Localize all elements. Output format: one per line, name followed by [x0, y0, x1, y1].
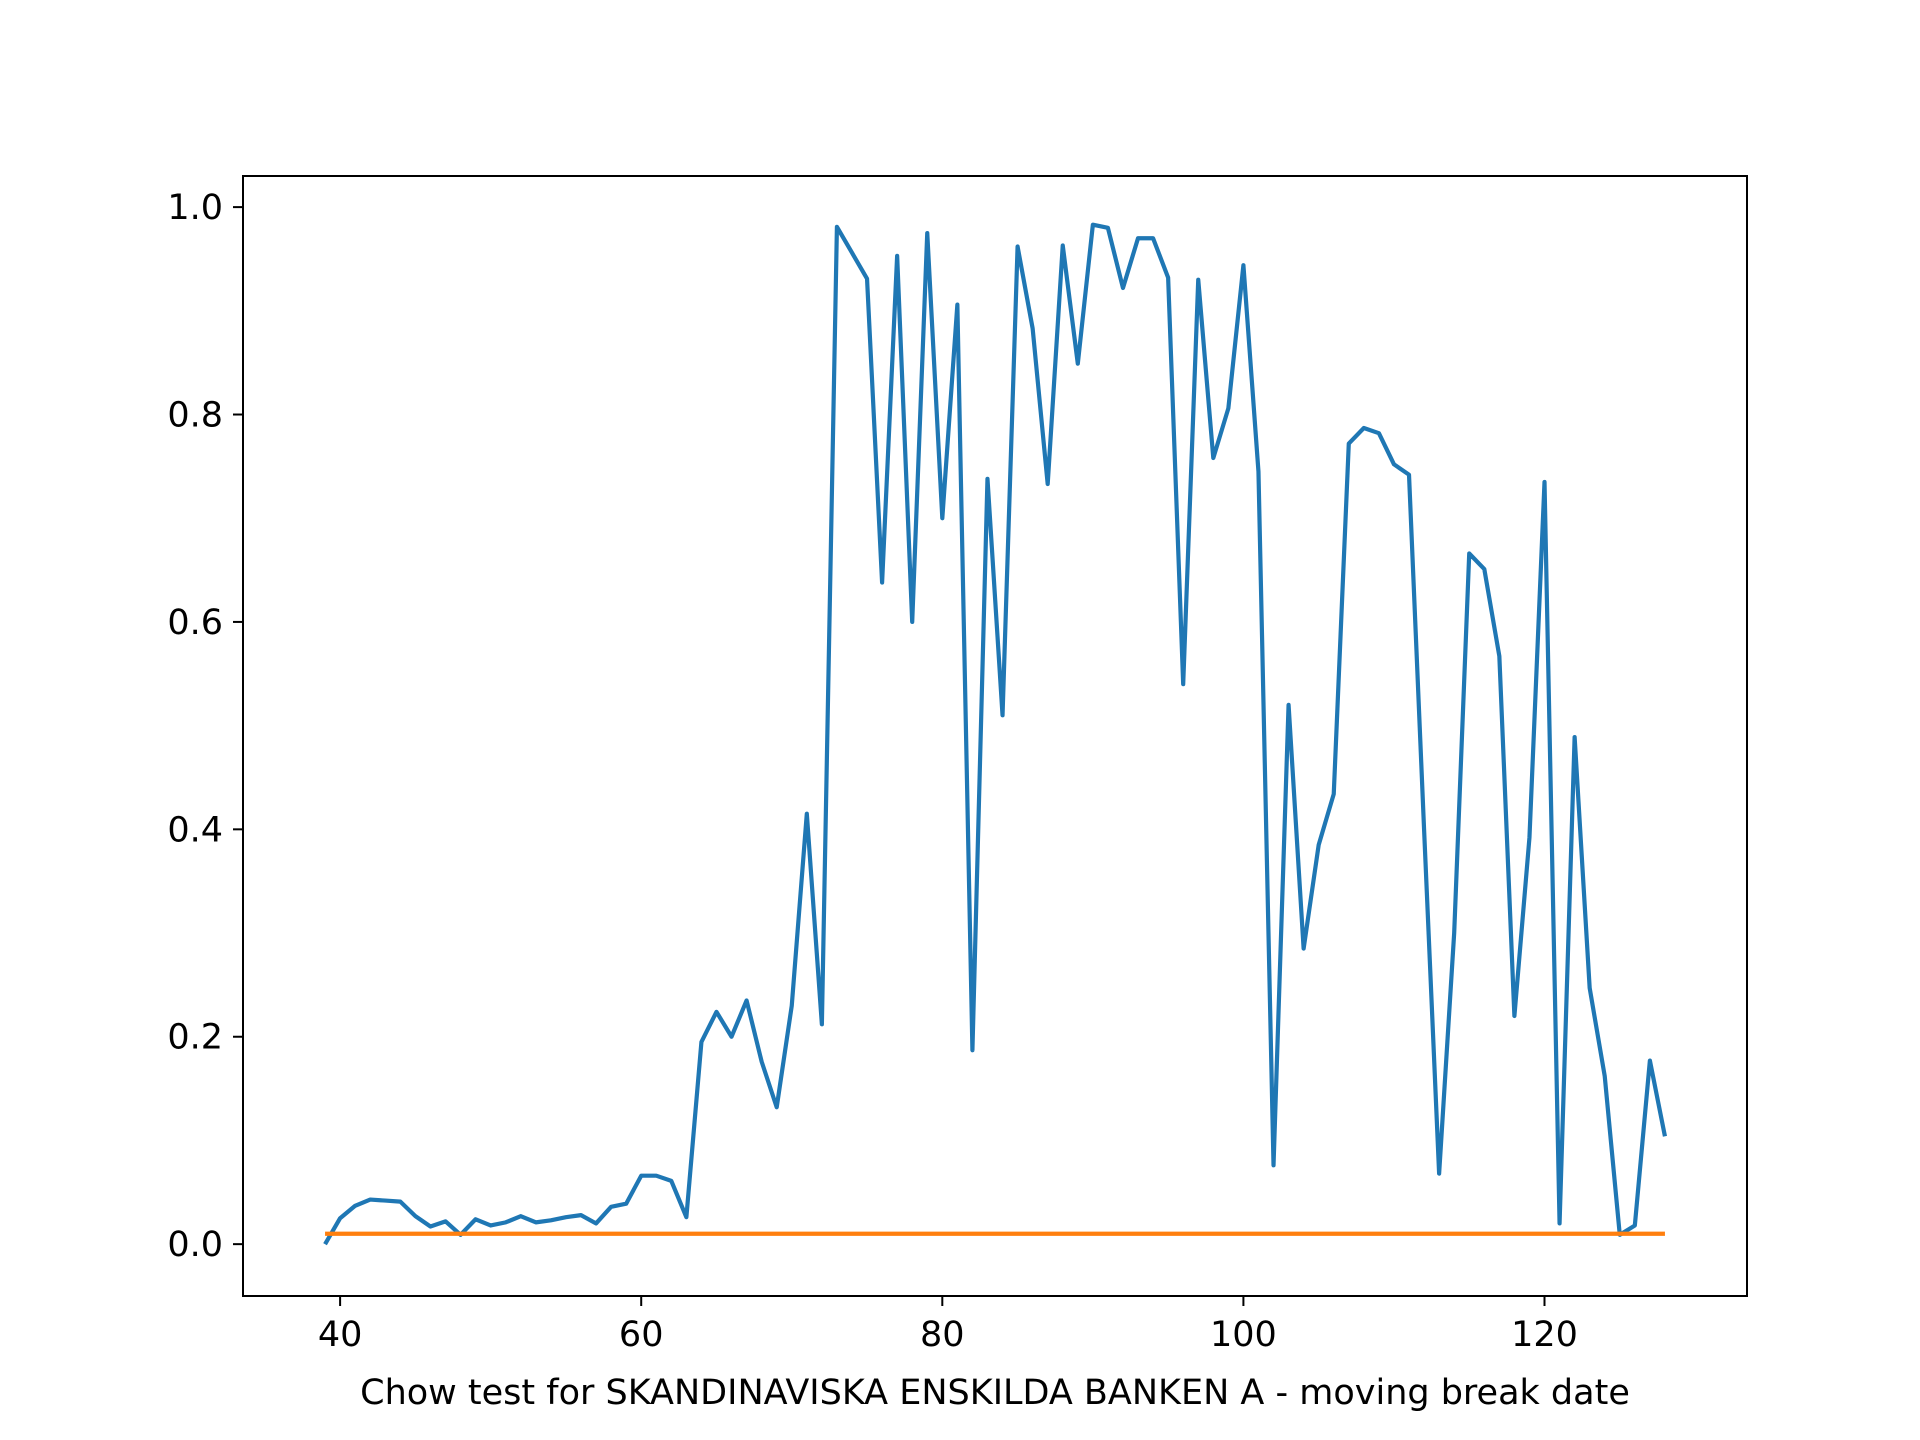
- x-tick-label: 40: [318, 1315, 363, 1355]
- y-tick-label: 0.0: [167, 1225, 223, 1265]
- axes-frame: [242, 175, 1748, 1297]
- x-tick-label: 80: [920, 1315, 965, 1355]
- x-axis-label: Chow test for SKANDINAVISKA ENSKILDA BAN…: [360, 1373, 1630, 1413]
- y-tick-label: 1.0: [167, 188, 223, 228]
- x-tick-label: 60: [619, 1315, 664, 1355]
- series-layer: [323, 222, 1668, 1246]
- y-tick-label: 0.2: [167, 1018, 223, 1058]
- y-tick-label: 0.4: [167, 810, 223, 850]
- y-tick-label: 0.8: [167, 396, 223, 436]
- y-tick-label: 0.6: [167, 603, 223, 643]
- x-tick-label: 100: [1210, 1315, 1277, 1355]
- y-axis: 0.0 0.2 0.4 0.6 0.8 1.0: [167, 188, 243, 1265]
- x-tick-label: 120: [1511, 1315, 1578, 1355]
- series-line-1: [323, 222, 1668, 1246]
- x-axis: 40 60 80 100 120: [318, 1296, 1578, 1355]
